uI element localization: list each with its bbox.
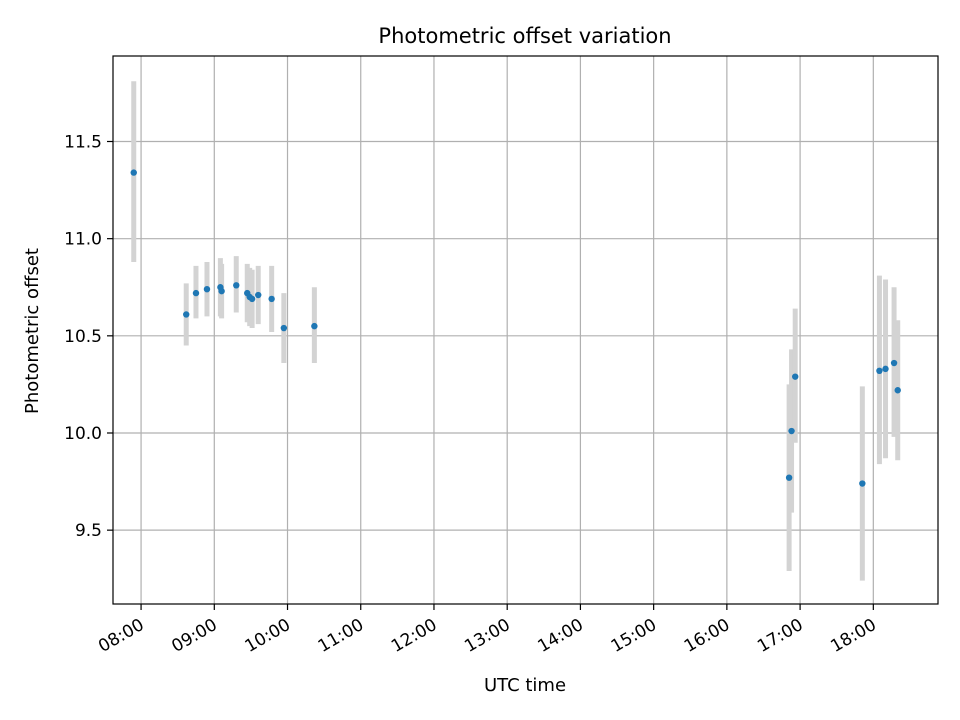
grid [113,56,938,604]
y-tick-label: 11.5 [64,133,102,153]
data-point [203,285,211,293]
data-point [890,359,898,367]
data-point [788,427,795,435]
y-tick-label: 11.0 [64,230,102,250]
plot-frame [112,55,939,605]
data-point [894,387,901,394]
data-point [882,365,889,373]
data-points [130,169,901,487]
data-point [311,322,318,330]
data-point [876,367,883,375]
data-point [233,282,240,289]
data-point [130,169,137,176]
y-tick-label: 10.0 [64,424,102,444]
data-point [192,289,200,297]
data-point [785,474,793,481]
x-axis-label: UTC time [484,675,566,696]
data-point [280,324,288,332]
y-tick-label: 9.5 [75,521,102,541]
data-point [218,287,225,295]
data-point [248,295,256,303]
data-point [268,295,275,303]
y-axis-ticks: 9.5 10.0 10.5 11.0 11.5 [64,133,113,541]
data-point [255,291,262,299]
chart-title: Photometric offset variation [378,24,671,48]
y-axis-label: Photometric offset [22,248,43,414]
data-point [183,311,190,318]
data-point [792,373,799,380]
y-tick-label: 10.5 [64,327,102,347]
data-point [859,480,866,487]
